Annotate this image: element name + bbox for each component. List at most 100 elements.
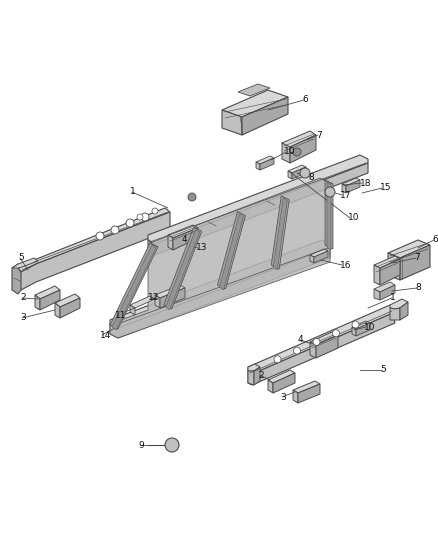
- Text: 15: 15: [380, 183, 392, 192]
- Text: 4: 4: [298, 335, 304, 344]
- Polygon shape: [219, 214, 244, 290]
- Polygon shape: [310, 255, 314, 263]
- Polygon shape: [293, 390, 298, 403]
- Circle shape: [293, 148, 301, 156]
- Text: 10: 10: [348, 214, 360, 222]
- Text: 7: 7: [316, 131, 322, 140]
- Polygon shape: [352, 327, 356, 336]
- Polygon shape: [327, 182, 331, 250]
- Text: 2: 2: [258, 370, 264, 379]
- Text: 8: 8: [308, 173, 314, 182]
- Polygon shape: [380, 259, 400, 285]
- Polygon shape: [271, 196, 289, 269]
- Text: 1: 1: [390, 294, 396, 303]
- Polygon shape: [248, 364, 260, 371]
- Polygon shape: [155, 285, 185, 298]
- Polygon shape: [166, 229, 200, 310]
- Polygon shape: [268, 380, 273, 393]
- Polygon shape: [110, 243, 158, 329]
- Circle shape: [152, 208, 158, 214]
- Text: 12: 12: [148, 294, 159, 303]
- Text: 8: 8: [415, 284, 421, 293]
- Polygon shape: [288, 165, 306, 173]
- Polygon shape: [388, 240, 430, 258]
- Polygon shape: [352, 321, 370, 329]
- Polygon shape: [173, 228, 198, 250]
- Polygon shape: [293, 381, 320, 393]
- Text: 9: 9: [138, 440, 144, 449]
- Polygon shape: [110, 240, 330, 328]
- Circle shape: [325, 187, 335, 197]
- Polygon shape: [342, 178, 360, 186]
- Polygon shape: [314, 251, 328, 263]
- Circle shape: [332, 330, 339, 337]
- Polygon shape: [60, 298, 80, 318]
- Polygon shape: [310, 249, 328, 257]
- Polygon shape: [242, 97, 288, 135]
- Polygon shape: [35, 295, 40, 310]
- Polygon shape: [356, 323, 370, 336]
- Polygon shape: [12, 264, 21, 294]
- Polygon shape: [256, 162, 260, 170]
- Polygon shape: [282, 131, 316, 147]
- Polygon shape: [390, 308, 400, 320]
- Polygon shape: [260, 158, 274, 170]
- Polygon shape: [248, 313, 395, 385]
- Polygon shape: [316, 335, 338, 358]
- Text: 1: 1: [130, 188, 136, 197]
- Polygon shape: [130, 296, 155, 308]
- Circle shape: [300, 168, 310, 178]
- Polygon shape: [18, 212, 170, 290]
- Polygon shape: [160, 288, 185, 308]
- Polygon shape: [298, 384, 320, 403]
- Polygon shape: [292, 167, 306, 179]
- Polygon shape: [374, 256, 400, 268]
- Circle shape: [165, 438, 179, 452]
- Circle shape: [352, 321, 359, 328]
- Polygon shape: [273, 198, 287, 270]
- Text: 7: 7: [414, 254, 420, 262]
- Polygon shape: [374, 282, 395, 292]
- Text: 17: 17: [340, 190, 352, 199]
- Polygon shape: [325, 180, 333, 249]
- Polygon shape: [218, 212, 246, 289]
- Text: 6: 6: [302, 95, 308, 104]
- Circle shape: [188, 193, 196, 201]
- Polygon shape: [18, 208, 170, 272]
- Polygon shape: [110, 248, 330, 338]
- Polygon shape: [390, 299, 408, 309]
- Polygon shape: [40, 290, 60, 310]
- Circle shape: [293, 347, 300, 354]
- Polygon shape: [374, 289, 380, 300]
- Polygon shape: [346, 180, 360, 193]
- Polygon shape: [248, 305, 400, 375]
- Polygon shape: [130, 305, 135, 315]
- Text: 2: 2: [20, 294, 26, 303]
- Polygon shape: [254, 367, 260, 385]
- Polygon shape: [222, 90, 288, 117]
- Text: 14: 14: [100, 330, 111, 340]
- Polygon shape: [168, 225, 198, 238]
- Text: 13: 13: [196, 244, 208, 253]
- Circle shape: [313, 338, 320, 345]
- Polygon shape: [112, 245, 156, 330]
- Text: 4: 4: [182, 236, 187, 245]
- Polygon shape: [288, 171, 292, 179]
- Polygon shape: [273, 373, 295, 393]
- Polygon shape: [148, 155, 368, 244]
- Polygon shape: [268, 370, 295, 383]
- Polygon shape: [310, 332, 338, 345]
- Polygon shape: [110, 178, 330, 338]
- Text: 3: 3: [20, 313, 26, 322]
- Polygon shape: [12, 258, 38, 268]
- Circle shape: [111, 226, 119, 234]
- Polygon shape: [55, 303, 60, 318]
- Polygon shape: [35, 286, 60, 299]
- Text: 6: 6: [432, 236, 438, 245]
- Polygon shape: [222, 110, 242, 135]
- Polygon shape: [155, 295, 160, 308]
- Circle shape: [137, 214, 143, 220]
- Circle shape: [96, 232, 104, 240]
- Circle shape: [141, 213, 149, 221]
- Text: 18: 18: [360, 179, 371, 188]
